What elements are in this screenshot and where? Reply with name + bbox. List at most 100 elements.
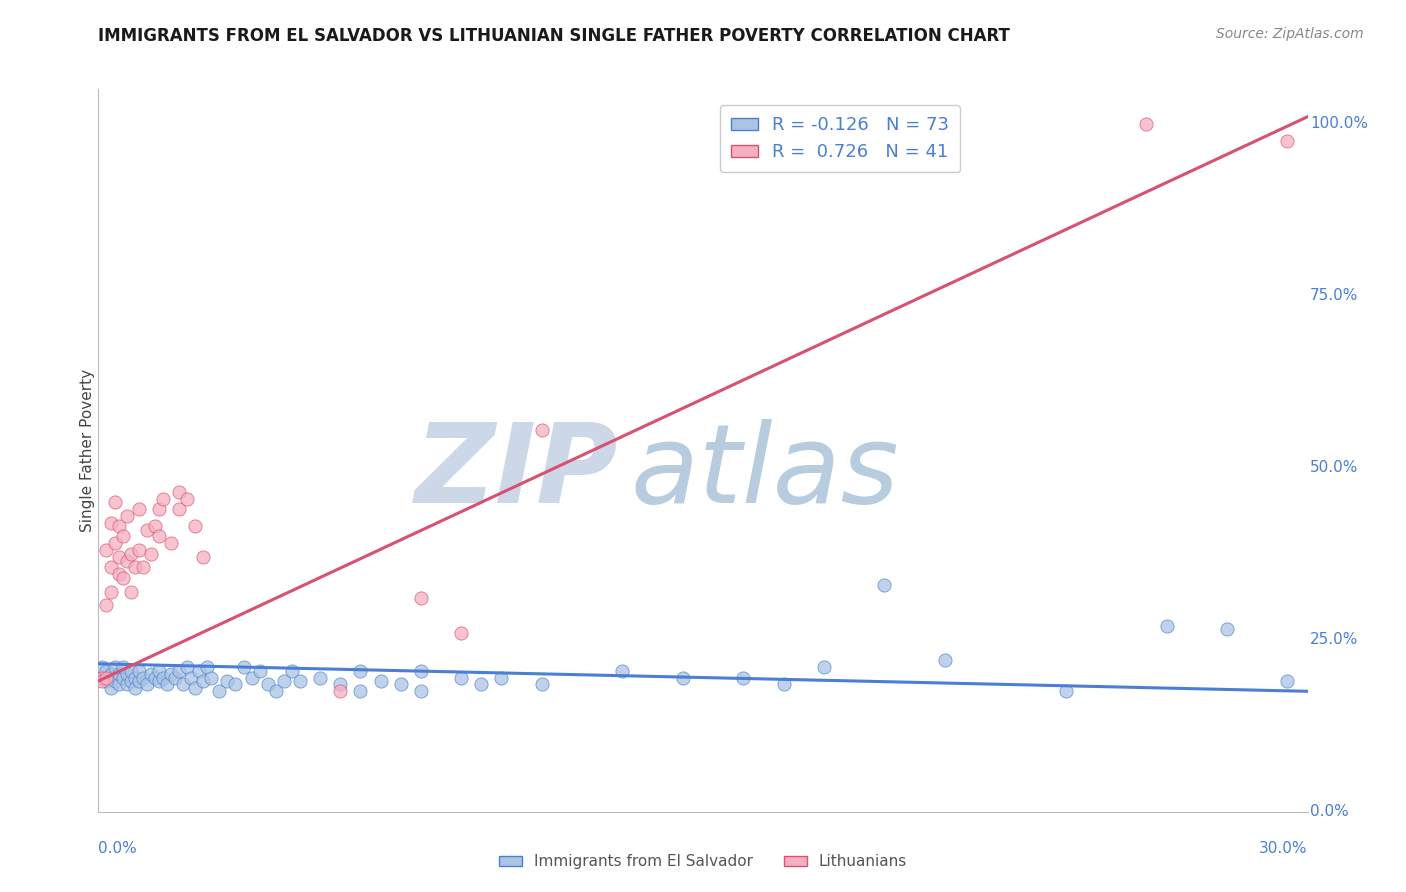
Point — [152, 671, 174, 685]
Point — [409, 591, 432, 606]
Legend: Immigrants from El Salvador, Lithuanians: Immigrants from El Salvador, Lithuanians — [494, 848, 912, 875]
Point — [148, 664, 170, 678]
Point — [329, 684, 352, 698]
Point — [115, 508, 138, 523]
Point — [349, 664, 371, 678]
Point — [96, 543, 118, 558]
Point — [96, 671, 118, 685]
Text: 75.0%: 75.0% — [1310, 288, 1358, 303]
Point — [156, 677, 179, 691]
Point — [128, 664, 150, 678]
Point — [281, 664, 304, 678]
Point — [167, 664, 190, 678]
Text: IMMIGRANTS FROM EL SALVADOR VS LITHUANIAN SINGLE FATHER POVERTY CORRELATION CHAR: IMMIGRANTS FROM EL SALVADOR VS LITHUANIA… — [98, 27, 1011, 45]
Point — [470, 677, 492, 691]
Point — [152, 491, 174, 506]
Point — [491, 671, 513, 685]
Point — [107, 677, 129, 691]
Point — [103, 660, 125, 674]
Point — [1277, 134, 1299, 148]
Point — [176, 491, 198, 506]
Point — [132, 671, 155, 685]
Point — [148, 502, 170, 516]
Point — [107, 550, 129, 565]
Point — [160, 536, 183, 550]
Point — [91, 673, 114, 688]
Legend: R = -0.126   N = 73, R =  0.726   N = 41: R = -0.126 N = 73, R = 0.726 N = 41 — [720, 105, 960, 172]
Point — [184, 519, 207, 533]
Point — [124, 671, 146, 685]
Point — [120, 547, 142, 561]
Point — [148, 529, 170, 543]
Point — [172, 677, 194, 691]
Point — [264, 684, 287, 698]
Point — [103, 673, 125, 688]
Point — [309, 671, 332, 685]
Point — [115, 667, 138, 681]
Point — [135, 523, 157, 537]
Point — [530, 423, 553, 437]
Point — [120, 664, 142, 678]
Point — [772, 677, 794, 691]
Text: Source: ZipAtlas.com: Source: ZipAtlas.com — [1216, 27, 1364, 41]
Point — [672, 671, 695, 685]
Point — [273, 673, 295, 688]
Point — [176, 660, 198, 674]
Point — [232, 660, 254, 674]
Point — [143, 519, 166, 533]
Point — [934, 653, 956, 667]
Text: 30.0%: 30.0% — [1260, 840, 1308, 855]
Point — [107, 567, 129, 582]
Point — [249, 664, 271, 678]
Point — [135, 677, 157, 691]
Point — [100, 560, 122, 574]
Point — [370, 673, 392, 688]
Point — [389, 677, 412, 691]
Point — [128, 673, 150, 688]
Point — [349, 684, 371, 698]
Point — [1277, 673, 1299, 688]
Point — [124, 560, 146, 574]
Text: 100.0%: 100.0% — [1310, 116, 1368, 131]
Point — [96, 664, 118, 678]
Point — [208, 684, 231, 698]
Point — [195, 660, 218, 674]
Point — [128, 502, 150, 516]
Point — [111, 529, 134, 543]
Point — [733, 671, 755, 685]
Point — [100, 584, 122, 599]
Point — [167, 502, 190, 516]
Point — [91, 671, 114, 685]
Point — [115, 677, 138, 691]
Point — [103, 536, 125, 550]
Point — [873, 577, 896, 591]
Point — [96, 673, 118, 688]
Point — [224, 677, 246, 691]
Text: 50.0%: 50.0% — [1310, 460, 1358, 475]
Text: atlas: atlas — [630, 418, 898, 525]
Point — [91, 660, 114, 674]
Point — [111, 660, 134, 674]
Point — [813, 660, 835, 674]
Point — [217, 673, 239, 688]
Point — [288, 673, 311, 688]
Point — [143, 671, 166, 685]
Point — [124, 681, 146, 695]
Point — [132, 560, 155, 574]
Point — [139, 547, 162, 561]
Point — [450, 671, 472, 685]
Point — [120, 673, 142, 688]
Point — [450, 625, 472, 640]
Point — [115, 553, 138, 567]
Point — [107, 519, 129, 533]
Point — [184, 681, 207, 695]
Text: ZIP: ZIP — [415, 418, 619, 525]
Point — [96, 599, 118, 613]
Point — [1054, 684, 1077, 698]
Point — [128, 543, 150, 558]
Point — [100, 667, 122, 681]
Point — [188, 664, 211, 678]
Point — [148, 673, 170, 688]
Point — [163, 671, 186, 685]
Point — [100, 516, 122, 530]
